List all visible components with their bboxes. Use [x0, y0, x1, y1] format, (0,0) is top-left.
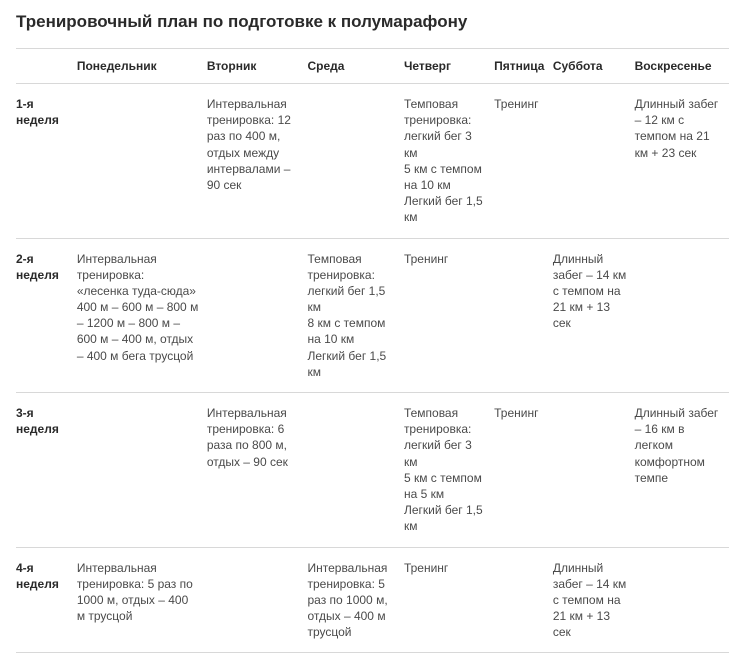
cell: Интервальная тренировка: «лесенка туда-с…	[77, 238, 207, 393]
row-label: 2-я неделя	[16, 238, 77, 393]
row-label: 4-я неделя	[16, 547, 77, 653]
cell	[553, 84, 635, 239]
cell	[494, 238, 553, 393]
table-row: 3-я неделя Интервальная тренировка: 6 ра…	[16, 393, 729, 548]
cell: Темповая тренировка: легкий бег 3 км5 км…	[404, 393, 494, 548]
cell: Интервальная тренировка: 6 раза по 800 м…	[207, 393, 308, 548]
table-body: 1-я неделя Интервальная тренировка: 12 р…	[16, 84, 729, 653]
col-header-sun: Воскресенье	[635, 49, 729, 84]
col-header-sat: Суббота	[553, 49, 635, 84]
col-header-fri: Пятница	[494, 49, 553, 84]
cell: Интервальная тренировка: 12 раз по 400 м…	[207, 84, 308, 239]
row-label: 1-я неделя	[16, 84, 77, 239]
cell	[77, 84, 207, 239]
cell: Тренинг	[404, 238, 494, 393]
cell	[207, 547, 308, 653]
col-header-tue: Вторник	[207, 49, 308, 84]
cell: Интервальная тренировка: 5 раз по 1000 м…	[77, 547, 207, 653]
cell: Темповая тренировка: легкий бег 1,5 км8 …	[307, 238, 403, 393]
cell	[307, 393, 403, 548]
cell: Длинный забег – 14 км с темпом на 21 км …	[553, 547, 635, 653]
cell: Тренинг	[494, 84, 553, 239]
row-label: 3-я неделя	[16, 393, 77, 548]
cell: Длинный забег – 16 км в легком комфортно…	[635, 393, 729, 548]
col-header-wed: Среда	[307, 49, 403, 84]
cell: Темповая тренировка: легкий бег 3 км5 км…	[404, 84, 494, 239]
cell: Длинный забег – 12 км с темпом на 21 км …	[635, 84, 729, 239]
cell: Тренинг	[494, 393, 553, 548]
cell	[307, 84, 403, 239]
training-plan-table: Понедельник Вторник Среда Четверг Пятниц…	[16, 48, 729, 653]
table-row: 4-я неделя Интервальная тренировка: 5 ра…	[16, 547, 729, 653]
col-header-thu: Четверг	[404, 49, 494, 84]
table-row: 1-я неделя Интервальная тренировка: 12 р…	[16, 84, 729, 239]
cell: Тренинг	[404, 547, 494, 653]
col-header-blank	[16, 49, 77, 84]
cell: Длинный забег – 14 км с темпом на 21 км …	[553, 238, 635, 393]
cell: Интервальная тренировка: 5 раз по 1000 м…	[307, 547, 403, 653]
page-title: Тренировочный план по подготовке к полум…	[16, 12, 729, 32]
cell	[494, 547, 553, 653]
cell	[553, 393, 635, 548]
cell	[207, 238, 308, 393]
col-header-mon: Понедельник	[77, 49, 207, 84]
cell	[77, 393, 207, 548]
cell	[635, 547, 729, 653]
cell	[635, 238, 729, 393]
table-row: 2-я неделя Интервальная тренировка: «лес…	[16, 238, 729, 393]
table-header-row: Понедельник Вторник Среда Четверг Пятниц…	[16, 49, 729, 84]
